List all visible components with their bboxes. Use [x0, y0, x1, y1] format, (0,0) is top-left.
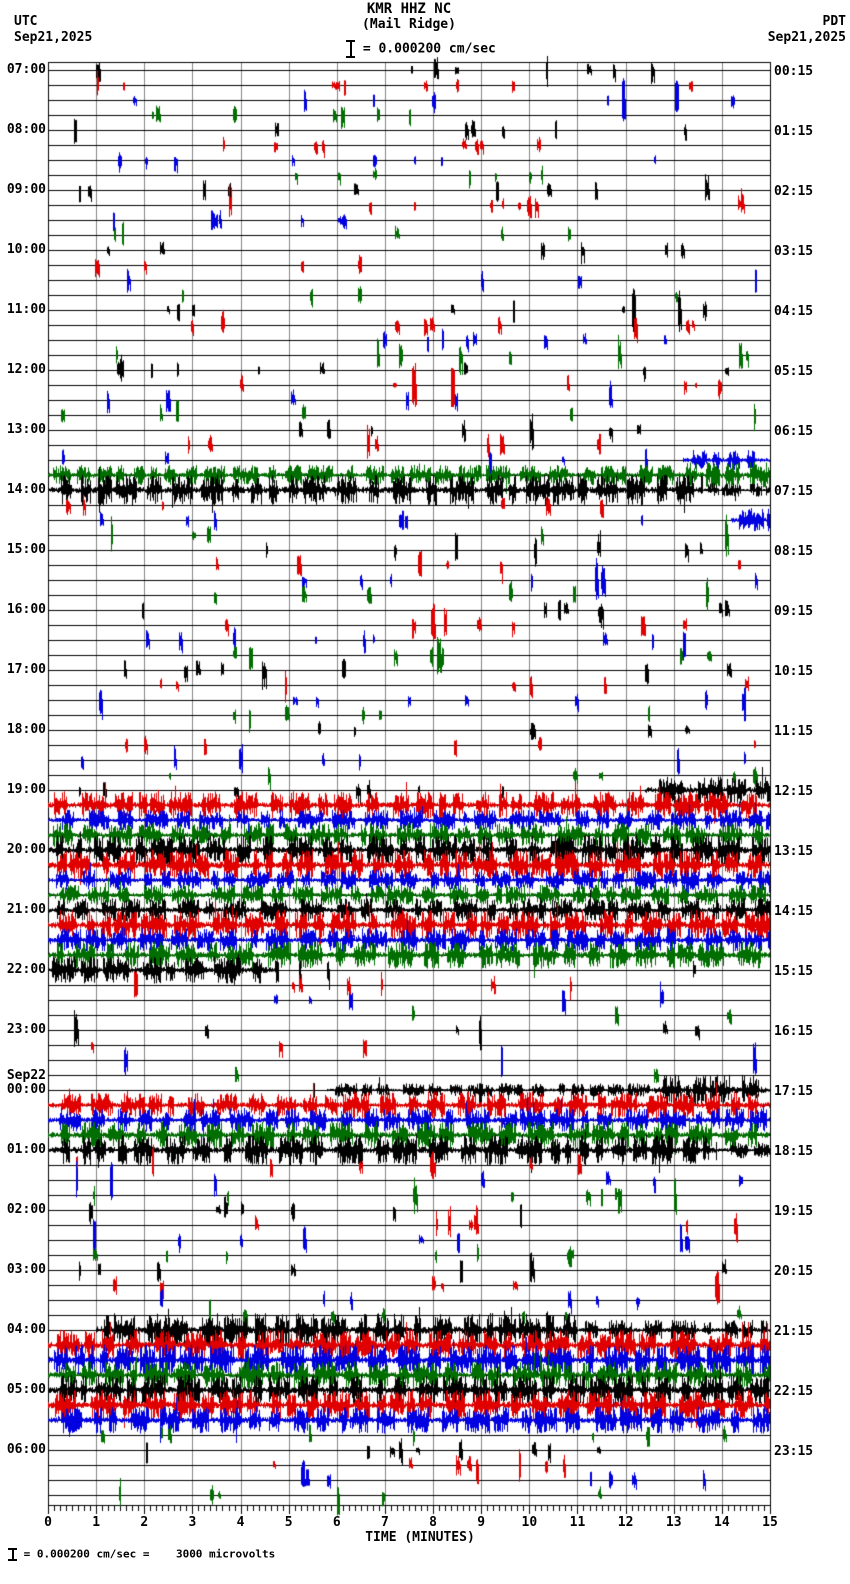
utc-hour-label: 17:00 — [6, 662, 46, 677]
utc-hour-label: 09:00 — [6, 182, 46, 197]
pdt-hour-label: 11:15 — [774, 724, 814, 739]
x-axis-title: TIME (MINUTES) — [365, 1530, 475, 1545]
pdt-hour-label: 00:15 — [774, 64, 814, 79]
x-tick-label: 11 — [569, 1515, 586, 1530]
utc-hour-label: 07:00 — [6, 62, 46, 77]
x-tick-label: 7 — [381, 1515, 389, 1530]
x-tick-label: 8 — [429, 1515, 437, 1530]
x-tick-label: 4 — [236, 1515, 245, 1530]
x-tick-label: 0 — [44, 1515, 52, 1530]
pdt-hour-label: 09:15 — [774, 604, 814, 619]
pdt-hour-label: 06:15 — [774, 424, 814, 439]
utc-hour-label: 01:00 — [6, 1142, 46, 1157]
x-tick-label: 3 — [188, 1515, 197, 1530]
x-tick-label: 15 — [762, 1515, 778, 1530]
utc-hour-label: 12:00 — [6, 362, 46, 377]
pdt-hour-label: 21:15 — [774, 1324, 814, 1339]
utc-hour-label: 19:00 — [6, 782, 46, 797]
utc-hour-label: 00:00 — [6, 1082, 46, 1097]
utc-hour-label: 22:00 — [6, 962, 46, 977]
pdt-hour-label: 04:15 — [774, 304, 814, 319]
pdt-hour-label: 02:15 — [774, 184, 814, 199]
pdt-hour-label: 05:15 — [774, 364, 814, 379]
utc-hour-label: 06:00 — [6, 1442, 46, 1457]
x-tick-label: 6 — [332, 1515, 341, 1530]
pdt-hour-label: 10:15 — [774, 664, 814, 679]
x-tick-label: 13 — [665, 1515, 682, 1530]
pdt-hour-label: 01:15 — [774, 124, 814, 139]
x-tick-label: 9 — [477, 1515, 486, 1530]
pdt-hour-label: 07:15 — [774, 484, 814, 499]
utc-hour-label: 14:00 — [6, 482, 46, 497]
utc-hour-label: 21:00 — [6, 902, 46, 917]
pdt-hour-label: 15:15 — [774, 964, 814, 979]
utc-hour-label: 13:00 — [6, 422, 46, 437]
pdt-hour-label: 14:15 — [774, 904, 814, 919]
pdt-hour-label: 03:15 — [774, 244, 814, 259]
pdt-hour-label: 20:15 — [774, 1264, 814, 1279]
x-tick-label: 1 — [92, 1515, 101, 1530]
x-tick-label: 14 — [714, 1515, 730, 1530]
utc-hour-label: 15:00 — [6, 542, 46, 557]
utc-hour-label: 03:00 — [6, 1262, 46, 1277]
utc-hour-label: 18:00 — [6, 722, 46, 737]
utc-hour-label: 20:00 — [6, 842, 46, 857]
pdt-hour-label: 18:15 — [774, 1144, 814, 1159]
date-break-label: Sep22 — [6, 1068, 46, 1083]
x-tick-label: 10 — [521, 1515, 538, 1530]
utc-hour-label: 02:00 — [6, 1202, 46, 1217]
utc-hour-label: 23:00 — [6, 1022, 46, 1037]
x-tick-label: 5 — [284, 1515, 293, 1530]
pdt-hour-label: 17:15 — [774, 1084, 814, 1099]
pdt-hour-label: 19:15 — [774, 1204, 814, 1219]
utc-hour-label: 10:00 — [6, 242, 46, 257]
pdt-hour-label: 16:15 — [774, 1024, 814, 1039]
footer-scale-text: = 0.000200 cm/sec = 3000 microvolts — [23, 1547, 276, 1561]
pdt-hour-label: 22:15 — [774, 1384, 814, 1399]
footer-scale-bar-icon — [8, 1548, 17, 1561]
pdt-hour-label: 23:15 — [774, 1444, 814, 1459]
x-tick-label: 2 — [140, 1515, 149, 1530]
utc-hour-label: 08:00 — [6, 122, 46, 137]
pdt-hour-label: 12:15 — [774, 784, 814, 799]
utc-hour-label: 16:00 — [6, 602, 46, 617]
footer-scale: = 0.000200 cm/sec = 3000 microvolts — [8, 1548, 275, 1561]
utc-hour-label: 04:00 — [6, 1322, 46, 1337]
pdt-hour-label: 13:15 — [774, 844, 814, 859]
pdt-hour-label: 08:15 — [774, 544, 814, 559]
x-tick-label: 12 — [617, 1515, 634, 1530]
utc-hour-label: 11:00 — [6, 302, 46, 317]
utc-hour-label: 05:00 — [6, 1382, 46, 1397]
